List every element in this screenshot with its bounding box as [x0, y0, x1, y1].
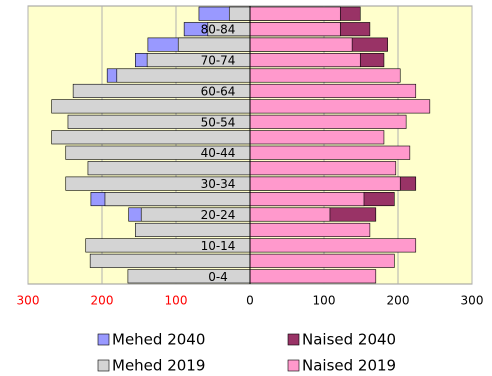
- x-tick-label: 300: [17, 294, 40, 308]
- x-tick-label: 0: [246, 294, 254, 308]
- legend-label: Naised 2040: [302, 331, 396, 349]
- legend-swatch: [97, 359, 110, 372]
- legend-swatch: [97, 333, 110, 346]
- bar: [249, 6, 341, 21]
- bar: [104, 192, 251, 207]
- legend-swatch: [287, 333, 300, 346]
- y-tick-label: 40-44: [201, 146, 236, 160]
- y-tick-label: 60-64: [201, 84, 236, 98]
- legend-label: Mehed 2019: [112, 357, 205, 375]
- x-tick-label: 200: [91, 294, 114, 308]
- y-tick-label: 0-4: [208, 270, 228, 284]
- bar: [127, 269, 251, 284]
- legend-label: Naised 2019: [302, 357, 396, 375]
- bar: [249, 53, 361, 68]
- bar: [249, 83, 417, 98]
- y-tick-label: 70-74: [201, 54, 236, 68]
- bar: [249, 238, 417, 253]
- bar: [51, 99, 251, 114]
- bar: [249, 253, 395, 268]
- bar: [249, 161, 397, 176]
- bar: [249, 145, 411, 160]
- bar: [249, 207, 331, 222]
- bar: [177, 37, 251, 52]
- x-tick-label: 300: [461, 294, 484, 308]
- bar: [249, 130, 385, 145]
- bar: [249, 37, 353, 52]
- x-tick-label: 200: [387, 294, 410, 308]
- bar: [249, 222, 371, 237]
- x-tick-label: 100: [313, 294, 336, 308]
- legend-label: Mehed 2040: [112, 331, 205, 349]
- bar: [87, 161, 251, 176]
- y-tick-label: 50-54: [201, 115, 236, 129]
- bar: [51, 130, 251, 145]
- y-tick-label: 20-24: [201, 208, 236, 222]
- bar: [116, 68, 251, 83]
- bar: [249, 192, 365, 207]
- bar: [249, 114, 407, 129]
- y-tick-label: 80-84: [201, 23, 236, 37]
- bar: [249, 68, 401, 83]
- bar: [135, 222, 251, 237]
- y-tick-label: 30-34: [201, 177, 236, 191]
- bar: [249, 176, 401, 191]
- bar: [249, 269, 377, 284]
- x-tick-label: 100: [165, 294, 188, 308]
- bar: [228, 6, 251, 21]
- bar: [89, 253, 251, 268]
- y-tick-label: 10-14: [201, 239, 236, 253]
- legend-swatch: [287, 359, 300, 372]
- bar: [249, 99, 431, 114]
- bar: [249, 22, 341, 37]
